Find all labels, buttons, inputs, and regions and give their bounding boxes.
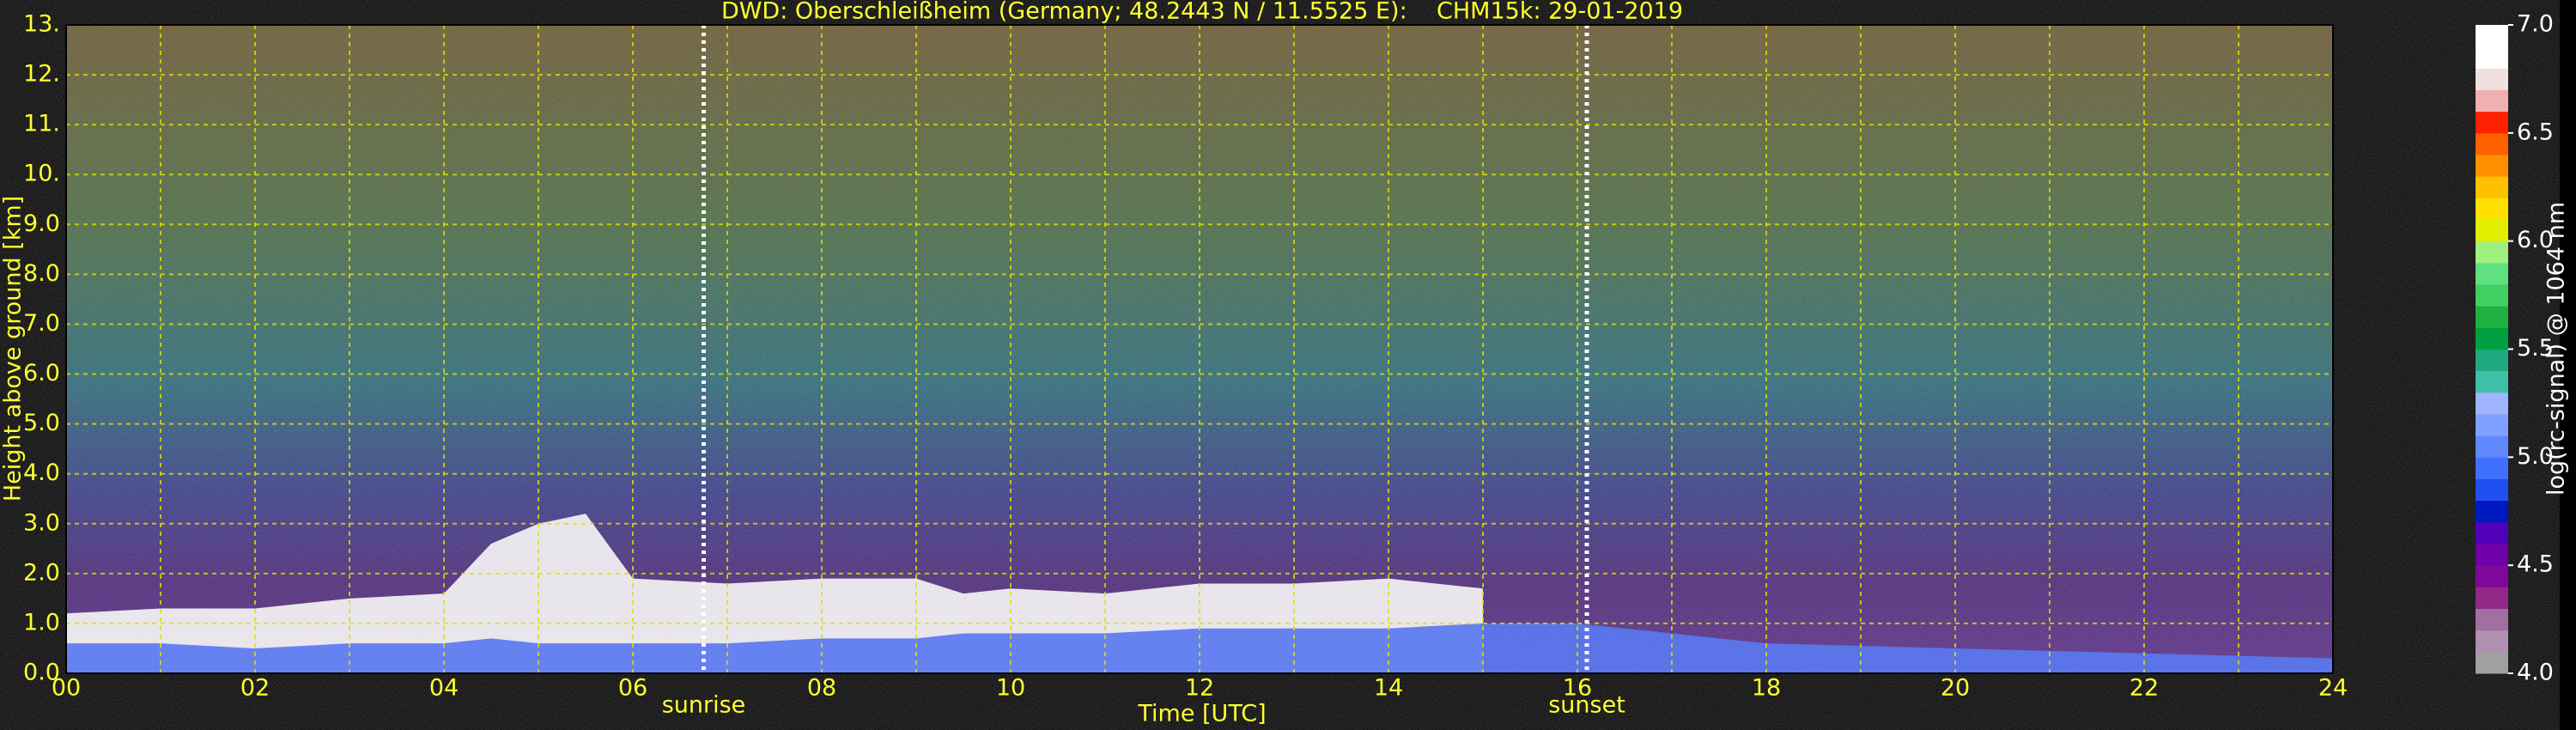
- y-tick-label: 5.0: [23, 410, 60, 436]
- x-tick-label: 20: [1941, 675, 1970, 702]
- colorbar-tick-label: 5.0: [2517, 443, 2554, 470]
- x-tick-label: 06: [618, 675, 647, 702]
- x-tick-label: 04: [429, 675, 459, 702]
- colorbar-bin: [2476, 478, 2508, 502]
- annotation-label: sunset: [1548, 692, 1625, 719]
- colorbar-bin: [2476, 132, 2508, 155]
- colorbar-bin: [2476, 544, 2508, 566]
- x-tick-label: 08: [807, 675, 836, 702]
- x-axis-label: Time [UTC]: [1137, 701, 1266, 727]
- colorbar-bin: [2476, 284, 2508, 307]
- colorbar-bin: [2476, 240, 2508, 264]
- colorbar-bin: [2476, 414, 2508, 436]
- y-tick-label: 12.: [23, 61, 60, 88]
- x-tick-label: 00: [52, 675, 81, 702]
- plot-frame: [65, 24, 2334, 674]
- colorbar-bin: [2476, 198, 2508, 220]
- colorbar-bin: [2476, 500, 2508, 523]
- plot-noise: [66, 25, 2333, 673]
- colorbar-bin: [2476, 630, 2508, 653]
- colorbar-bin: [2476, 327, 2508, 350]
- colorbar-label: log(rc-signal) @ 1064 nm: [2543, 202, 2570, 496]
- y-tick-label: 6.0: [23, 360, 60, 386]
- colorbar-bin: [2476, 587, 2508, 609]
- y-tick-label: 4.0: [23, 459, 60, 486]
- colorbar-bin: [2476, 176, 2508, 198]
- colorbar-bin: [2476, 219, 2508, 242]
- colorbar-tick-label: 4.0: [2517, 660, 2554, 686]
- y-tick-label: 11.: [23, 111, 60, 137]
- x-tick-label: 02: [240, 675, 270, 702]
- colorbar-bin: [2476, 392, 2508, 415]
- colorbar-bin: [2476, 25, 2508, 47]
- y-tick-label: 7.0: [23, 310, 60, 337]
- colorbar-tick-label: 4.5: [2517, 551, 2554, 578]
- colorbar-tick-label: 6.5: [2517, 119, 2554, 145]
- colorbar-bin: [2476, 651, 2508, 674]
- y-tick-label: 3.0: [23, 509, 60, 536]
- annotation-label: sunrise: [662, 692, 746, 719]
- colorbar-bin: [2476, 565, 2508, 587]
- colorbar-bin: [2476, 68, 2508, 90]
- colorbar-bin: [2476, 89, 2508, 113]
- colorbar-bin: [2476, 262, 2508, 285]
- colorbar-bin: [2476, 370, 2508, 393]
- x-tick-label: 18: [1752, 675, 1781, 702]
- x-tick-label: 22: [2129, 675, 2159, 702]
- colorbar-bin: [2476, 349, 2508, 372]
- y-tick-label: 2.0: [23, 559, 60, 586]
- colorbar-bin: [2476, 111, 2508, 134]
- colorbar-bin: [2476, 155, 2508, 177]
- colorbar-bin: [2476, 306, 2508, 328]
- colorbar-bin: [2476, 46, 2508, 69]
- x-tick-label: 24: [2318, 675, 2348, 702]
- y-tick-label: 8.0: [23, 260, 60, 287]
- x-tick-label: 10: [996, 675, 1025, 702]
- colorbar-bin: [2476, 521, 2508, 544]
- y-axis-label: Height above ground [km]: [0, 196, 27, 502]
- colorbar-bin: [2476, 435, 2508, 458]
- x-tick-label: 12: [1185, 675, 1214, 702]
- x-tick-label: 14: [1374, 675, 1403, 702]
- y-tick-label: 1.0: [23, 609, 60, 636]
- y-tick-label: 0.0: [23, 660, 60, 686]
- colorbar-tick-label: 6.0: [2517, 227, 2554, 253]
- x-tick-label: 16: [1563, 675, 1592, 702]
- colorbar-bin: [2476, 608, 2508, 631]
- colorbar-tick-label: 7.0: [2517, 11, 2554, 38]
- y-tick-label: 13.: [23, 11, 60, 38]
- y-tick-label: 9.0: [23, 210, 60, 237]
- y-tick-label: 10.: [23, 161, 60, 187]
- colorbar-bin: [2476, 457, 2508, 479]
- colorbar-tick-label: 5.5: [2517, 335, 2554, 362]
- chart-title: DWD: Oberschleißheim (Germany; 48.2443 N…: [721, 0, 1683, 25]
